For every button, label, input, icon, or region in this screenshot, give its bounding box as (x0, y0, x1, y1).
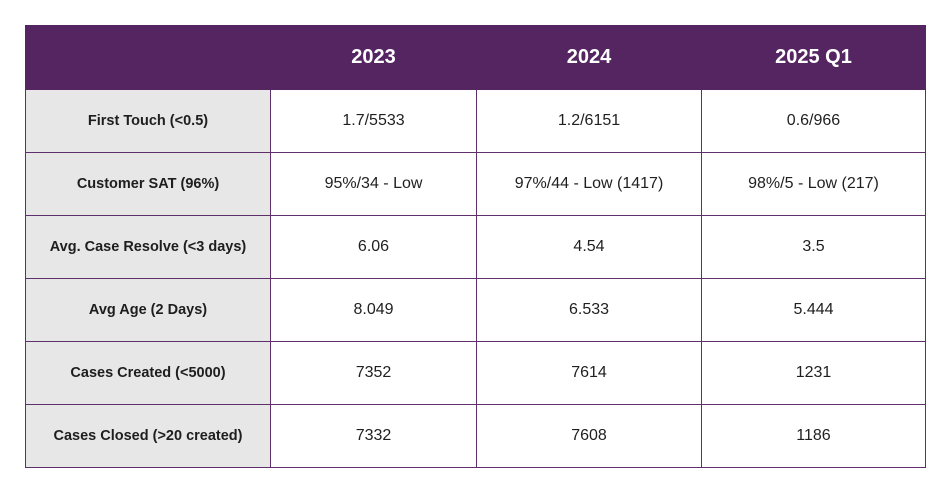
header-year-2023: 2023 (270, 25, 477, 90)
table-row: Cases Closed (>20 created) 7332 7608 118… (25, 404, 926, 468)
table-cell: 0.6/966 (701, 89, 926, 153)
header-year-2024: 2024 (476, 25, 702, 90)
table-row: Avg. Case Resolve (<3 days) 6.06 4.54 3.… (25, 215, 926, 279)
table-cell: 1.2/6151 (476, 89, 702, 153)
row-label-first-touch: First Touch (<0.5) (25, 89, 271, 153)
metrics-table: 2023 2024 2025 Q1 First Touch (<0.5) 1.7… (25, 25, 926, 468)
row-label-avg-age: Avg Age (2 Days) (25, 278, 271, 342)
table-row: First Touch (<0.5) 1.7/5533 1.2/6151 0.6… (25, 89, 926, 153)
row-label-customer-sat: Customer SAT (96%) (25, 152, 271, 216)
table-cell: 7608 (476, 404, 702, 468)
table-cell: 6.533 (476, 278, 702, 342)
row-label-cases-created: Cases Created (<5000) (25, 341, 271, 405)
table-cell: 95%/34 - Low (270, 152, 477, 216)
table-row: Avg Age (2 Days) 8.049 6.533 5.444 (25, 278, 926, 342)
table-header: 2023 2024 2025 Q1 (25, 25, 926, 90)
table-cell: 7332 (270, 404, 477, 468)
table-cell: 1186 (701, 404, 926, 468)
table-cell: 3.5 (701, 215, 926, 279)
table-row: Customer SAT (96%) 95%/34 - Low 97%/44 -… (25, 152, 926, 216)
table-cell: 6.06 (270, 215, 477, 279)
table-cell: 4.54 (476, 215, 702, 279)
header-year-2025-q1: 2025 Q1 (701, 25, 926, 90)
table-cell: 98%/5 - Low (217) (701, 152, 926, 216)
header-corner-cell (25, 25, 271, 90)
table-cell: 7352 (270, 341, 477, 405)
table-cell: 1231 (701, 341, 926, 405)
table-cell: 7614 (476, 341, 702, 405)
header-row: 2023 2024 2025 Q1 (25, 25, 926, 90)
table-row: Cases Created (<5000) 7352 7614 1231 (25, 341, 926, 405)
row-label-cases-closed: Cases Closed (>20 created) (25, 404, 271, 468)
table-cell: 8.049 (270, 278, 477, 342)
table-body: First Touch (<0.5) 1.7/5533 1.2/6151 0.6… (25, 89, 926, 468)
table-cell: 5.444 (701, 278, 926, 342)
table-cell: 97%/44 - Low (1417) (476, 152, 702, 216)
row-label-avg-case-resolve: Avg. Case Resolve (<3 days) (25, 215, 271, 279)
table-cell: 1.7/5533 (270, 89, 477, 153)
